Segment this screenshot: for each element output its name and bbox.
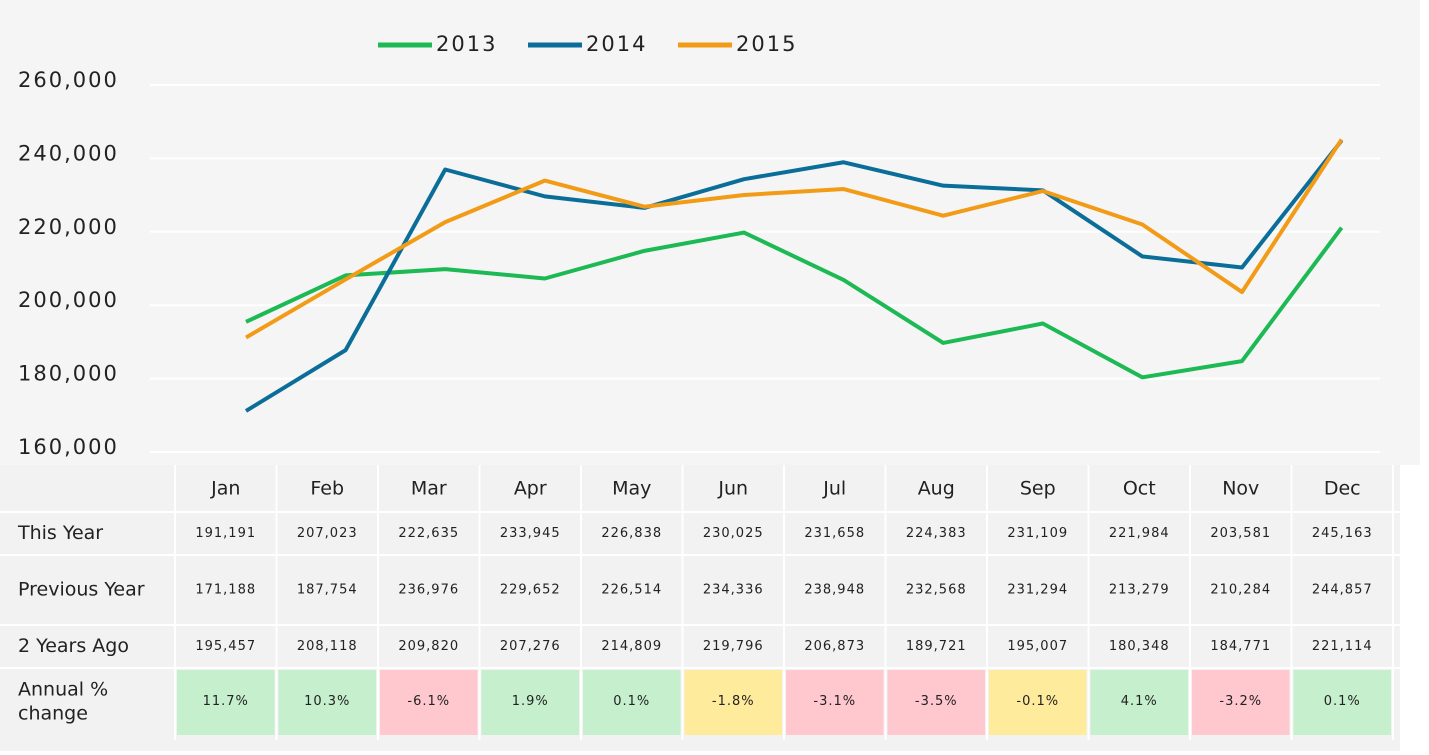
table-cell: -6.1% bbox=[407, 694, 450, 709]
table-cell: 222,635 bbox=[398, 526, 459, 541]
table-cell: 0.1% bbox=[613, 694, 650, 709]
table-cell: -1.8% bbox=[712, 694, 755, 709]
table-cell: 233,945 bbox=[500, 526, 561, 541]
table-cell: 208,118 bbox=[297, 639, 358, 654]
table-cell: 221,114 bbox=[1312, 639, 1373, 654]
table-cell: 244,857 bbox=[1312, 583, 1373, 598]
table-cell: 195,457 bbox=[195, 639, 256, 654]
change-cell bbox=[481, 670, 579, 735]
x-tick-label: Jun bbox=[717, 478, 748, 500]
table-cell: 184,771 bbox=[1210, 639, 1271, 654]
table-cell: 234,336 bbox=[703, 583, 764, 598]
table-cell: 210,284 bbox=[1210, 583, 1271, 598]
table-cell: 238,948 bbox=[804, 583, 865, 598]
change-cell bbox=[1192, 670, 1290, 735]
table-cell: 230,025 bbox=[703, 526, 764, 541]
table-cell: 236,976 bbox=[398, 583, 459, 598]
table-cell: -0.1% bbox=[1016, 694, 1059, 709]
table-cell: 226,514 bbox=[601, 583, 662, 598]
change-cell bbox=[1090, 670, 1188, 735]
table-cell: 231,294 bbox=[1007, 583, 1068, 598]
legend-label: 2014 bbox=[586, 32, 647, 56]
y-tick-label: 200,000 bbox=[18, 288, 119, 312]
row-label: This Year bbox=[17, 522, 103, 544]
line-series bbox=[245, 226, 1344, 380]
table-cell: -3.1% bbox=[813, 694, 856, 709]
y-tick-label: 240,000 bbox=[18, 141, 119, 165]
table-cell: 195,007 bbox=[1007, 639, 1068, 654]
change-cell bbox=[1293, 670, 1391, 735]
table-cell: 206,873 bbox=[804, 639, 865, 654]
x-tick-label: Jul bbox=[822, 478, 846, 500]
table-cell: 209,820 bbox=[398, 639, 459, 654]
x-tick-label: Mar bbox=[411, 478, 447, 500]
table-cell: 219,796 bbox=[703, 639, 764, 654]
change-cell bbox=[380, 670, 478, 735]
table-cell: 214,809 bbox=[601, 639, 662, 654]
y-tick-label: 260,000 bbox=[18, 68, 119, 92]
table-cell: 1.9% bbox=[512, 694, 549, 709]
legend-label: 2015 bbox=[736, 32, 797, 56]
table-cell: 245,163 bbox=[1312, 526, 1373, 541]
table-cell: 226,838 bbox=[601, 526, 662, 541]
x-tick-label: Aug bbox=[918, 478, 955, 500]
x-tick-label: Dec bbox=[1324, 478, 1361, 500]
change-cell bbox=[989, 670, 1087, 735]
table-cell: 231,109 bbox=[1007, 526, 1068, 541]
table-cell: 4.1% bbox=[1121, 694, 1158, 709]
table-cell: 0.1% bbox=[1324, 694, 1361, 709]
line-series bbox=[244, 139, 1344, 413]
line-series bbox=[244, 138, 1344, 340]
x-tick-label: Jan bbox=[210, 478, 240, 500]
x-tick-label: Nov bbox=[1222, 478, 1259, 500]
table-cell: 221,984 bbox=[1109, 526, 1170, 541]
x-tick-label: May bbox=[612, 478, 651, 500]
row-label: Previous Year bbox=[18, 579, 145, 601]
change-cell bbox=[684, 670, 782, 735]
x-tick-label: Feb bbox=[310, 478, 344, 500]
table-cell: 187,754 bbox=[297, 583, 358, 598]
legend-label: 2013 bbox=[436, 32, 497, 56]
change-cell bbox=[887, 670, 985, 735]
x-tick-label: Sep bbox=[1020, 478, 1056, 500]
x-tick-label: Apr bbox=[514, 478, 547, 500]
table-cell: -3.2% bbox=[1219, 694, 1262, 709]
table-cell: 11.7% bbox=[203, 694, 249, 709]
table-cell: 207,276 bbox=[500, 639, 561, 654]
table-cell: 224,383 bbox=[906, 526, 967, 541]
table-cell: 191,191 bbox=[195, 526, 256, 541]
change-cell bbox=[786, 670, 884, 735]
table-cell: 229,652 bbox=[500, 583, 561, 598]
row-label: 2 Years Ago bbox=[18, 635, 129, 657]
y-tick-label: 160,000 bbox=[18, 435, 119, 459]
table-cell: 207,023 bbox=[297, 526, 358, 541]
table-cell: 203,581 bbox=[1210, 526, 1271, 541]
row-label: Annual % change bbox=[18, 678, 108, 724]
table-cell: 171,188 bbox=[195, 583, 256, 598]
x-tick-label: Oct bbox=[1123, 478, 1156, 500]
table-cell: 213,279 bbox=[1109, 583, 1170, 598]
table-cell: 189,721 bbox=[906, 639, 967, 654]
table-cell: 10.3% bbox=[304, 694, 350, 709]
table-cell: 231,658 bbox=[804, 526, 865, 541]
change-cell bbox=[177, 670, 275, 735]
y-tick-label: 220,000 bbox=[18, 215, 119, 239]
table-cell: -3.5% bbox=[915, 694, 958, 709]
change-cell bbox=[278, 670, 376, 735]
table-cell: 232,568 bbox=[906, 583, 967, 598]
y-tick-label: 180,000 bbox=[18, 362, 119, 386]
change-cell bbox=[583, 670, 681, 735]
table-cell: 180,348 bbox=[1109, 639, 1170, 654]
